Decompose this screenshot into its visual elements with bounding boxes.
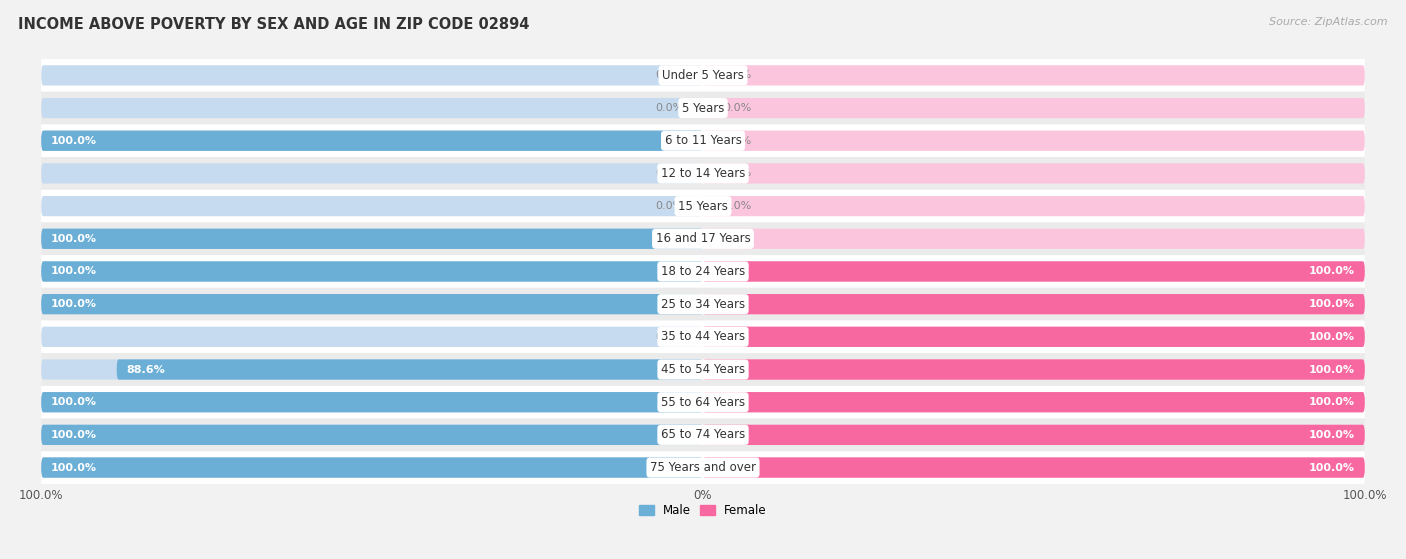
FancyBboxPatch shape	[41, 229, 703, 249]
Text: INCOME ABOVE POVERTY BY SEX AND AGE IN ZIP CODE 02894: INCOME ABOVE POVERTY BY SEX AND AGE IN Z…	[18, 17, 530, 32]
Text: 0%: 0%	[693, 489, 713, 502]
FancyBboxPatch shape	[703, 294, 1365, 314]
Text: 100.0%: 100.0%	[1309, 397, 1355, 407]
FancyBboxPatch shape	[703, 392, 1365, 413]
Text: 100.0%: 100.0%	[20, 489, 63, 502]
FancyBboxPatch shape	[703, 262, 1365, 282]
FancyBboxPatch shape	[41, 457, 703, 478]
Text: 100.0%: 100.0%	[51, 136, 97, 146]
FancyBboxPatch shape	[41, 163, 703, 183]
FancyBboxPatch shape	[41, 386, 1365, 419]
Text: 16 and 17 Years: 16 and 17 Years	[655, 233, 751, 245]
FancyBboxPatch shape	[117, 359, 703, 380]
FancyBboxPatch shape	[703, 457, 1365, 478]
FancyBboxPatch shape	[703, 326, 1365, 347]
FancyBboxPatch shape	[41, 419, 1365, 451]
FancyBboxPatch shape	[41, 131, 703, 151]
FancyBboxPatch shape	[41, 294, 703, 314]
Text: 0.0%: 0.0%	[655, 103, 683, 113]
FancyBboxPatch shape	[41, 392, 703, 413]
Text: 0.0%: 0.0%	[723, 201, 751, 211]
Text: 100.0%: 100.0%	[1309, 462, 1355, 472]
Text: 15 Years: 15 Years	[678, 200, 728, 212]
FancyBboxPatch shape	[41, 359, 703, 380]
Text: 100.0%: 100.0%	[1309, 267, 1355, 277]
FancyBboxPatch shape	[703, 196, 1365, 216]
Text: 0.0%: 0.0%	[655, 201, 683, 211]
FancyBboxPatch shape	[41, 425, 703, 445]
FancyBboxPatch shape	[41, 320, 1365, 353]
FancyBboxPatch shape	[703, 359, 1365, 380]
Text: 100.0%: 100.0%	[1309, 299, 1355, 309]
FancyBboxPatch shape	[41, 451, 1365, 484]
FancyBboxPatch shape	[703, 425, 1365, 445]
FancyBboxPatch shape	[703, 262, 1365, 282]
Text: 5 Years: 5 Years	[682, 102, 724, 115]
FancyBboxPatch shape	[703, 163, 1365, 183]
Text: 18 to 24 Years: 18 to 24 Years	[661, 265, 745, 278]
FancyBboxPatch shape	[41, 353, 1365, 386]
FancyBboxPatch shape	[41, 92, 1365, 125]
FancyBboxPatch shape	[41, 262, 703, 282]
Text: 55 to 64 Years: 55 to 64 Years	[661, 396, 745, 409]
FancyBboxPatch shape	[703, 98, 1365, 118]
Text: 0.0%: 0.0%	[655, 332, 683, 342]
Text: 100.0%: 100.0%	[1309, 332, 1355, 342]
Text: 100.0%: 100.0%	[51, 299, 97, 309]
Text: 100.0%: 100.0%	[51, 234, 97, 244]
Text: 0.0%: 0.0%	[655, 168, 683, 178]
FancyBboxPatch shape	[41, 222, 1365, 255]
FancyBboxPatch shape	[703, 229, 1365, 249]
FancyBboxPatch shape	[41, 196, 703, 216]
Legend: Male, Female: Male, Female	[634, 500, 772, 522]
Text: 75 Years and over: 75 Years and over	[650, 461, 756, 474]
Text: 100.0%: 100.0%	[51, 397, 97, 407]
FancyBboxPatch shape	[703, 294, 1365, 314]
FancyBboxPatch shape	[703, 425, 1365, 445]
Text: 0.0%: 0.0%	[655, 70, 683, 80]
Text: Under 5 Years: Under 5 Years	[662, 69, 744, 82]
Text: 12 to 14 Years: 12 to 14 Years	[661, 167, 745, 180]
FancyBboxPatch shape	[41, 131, 703, 151]
FancyBboxPatch shape	[703, 359, 1365, 380]
Text: 0.0%: 0.0%	[723, 168, 751, 178]
Text: 100.0%: 100.0%	[51, 267, 97, 277]
Text: 100.0%: 100.0%	[1309, 364, 1355, 375]
FancyBboxPatch shape	[703, 65, 1365, 86]
Text: 0.0%: 0.0%	[723, 103, 751, 113]
FancyBboxPatch shape	[41, 262, 703, 282]
FancyBboxPatch shape	[41, 457, 703, 478]
Text: 100.0%: 100.0%	[51, 430, 97, 440]
FancyBboxPatch shape	[703, 131, 1365, 151]
FancyBboxPatch shape	[41, 59, 1365, 92]
Text: 65 to 74 Years: 65 to 74 Years	[661, 428, 745, 442]
Text: 0.0%: 0.0%	[723, 70, 751, 80]
FancyBboxPatch shape	[703, 392, 1365, 413]
Text: Source: ZipAtlas.com: Source: ZipAtlas.com	[1270, 17, 1388, 27]
Text: 100.0%: 100.0%	[1343, 489, 1386, 502]
Text: 6 to 11 Years: 6 to 11 Years	[665, 134, 741, 147]
Text: 45 to 54 Years: 45 to 54 Years	[661, 363, 745, 376]
FancyBboxPatch shape	[41, 98, 703, 118]
Text: 25 to 34 Years: 25 to 34 Years	[661, 297, 745, 311]
Text: 0.0%: 0.0%	[723, 234, 751, 244]
FancyBboxPatch shape	[41, 255, 1365, 288]
FancyBboxPatch shape	[41, 125, 1365, 157]
Text: 100.0%: 100.0%	[51, 462, 97, 472]
FancyBboxPatch shape	[41, 190, 1365, 222]
FancyBboxPatch shape	[41, 65, 703, 86]
Text: 35 to 44 Years: 35 to 44 Years	[661, 330, 745, 343]
Text: 0.0%: 0.0%	[723, 136, 751, 146]
FancyBboxPatch shape	[41, 229, 703, 249]
FancyBboxPatch shape	[41, 288, 1365, 320]
FancyBboxPatch shape	[41, 425, 703, 445]
FancyBboxPatch shape	[41, 157, 1365, 190]
Text: 88.6%: 88.6%	[127, 364, 166, 375]
FancyBboxPatch shape	[41, 392, 703, 413]
FancyBboxPatch shape	[703, 457, 1365, 478]
FancyBboxPatch shape	[703, 326, 1365, 347]
Text: 100.0%: 100.0%	[1309, 430, 1355, 440]
FancyBboxPatch shape	[41, 326, 703, 347]
FancyBboxPatch shape	[41, 294, 703, 314]
